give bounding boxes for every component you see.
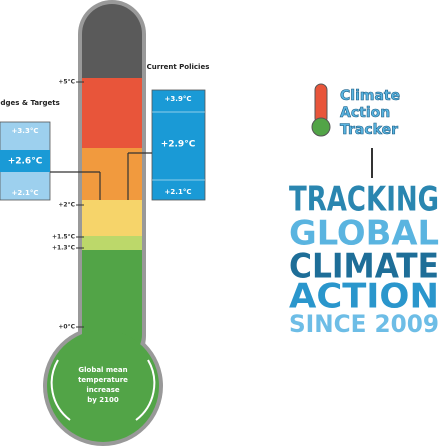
pledges-targets: Pledges & Targets +3.3°C +2.6°C +2.1°C (0, 99, 101, 201)
scale: +5°C +2°C +1.5°C +1.3°C +0°C (52, 79, 84, 331)
bulb-line: by 2100 (87, 396, 119, 404)
cp-median: +2.9°C (161, 140, 196, 150)
bulb-line: increase (86, 386, 120, 394)
cp-low: +2.1°C (165, 188, 192, 196)
tagline-line: TRACKING (289, 180, 439, 220)
pt-high: +3.3°C (12, 127, 39, 135)
tagline-line: ACTION (289, 277, 439, 317)
cp-high: +3.9°C (165, 95, 192, 103)
scale-label: +1.5°C (52, 234, 76, 241)
pt-median: +2.6°C (8, 157, 43, 167)
tagline: TRACKING GLOBAL CLIMATE ACTION SINCE 200… (289, 180, 439, 339)
logo-line: Action (340, 105, 390, 121)
logo-line: Tracker (340, 122, 398, 138)
bulb-line: Global mean (78, 366, 127, 374)
bulb-text: Global mean temperature increase by 2100 (78, 366, 128, 404)
scale-label: +1.3°C (52, 245, 76, 252)
tagline-line: GLOBAL (289, 214, 439, 254)
cp-title: Current Policies (147, 63, 210, 71)
tube (82, 4, 142, 364)
logo-line: Climate (340, 88, 400, 104)
scale-label: +2°C (58, 202, 75, 209)
scale-label: +0°C (58, 324, 75, 331)
current-policies: Current Policies +3.9°C +2.9°C +2.1°C (127, 63, 210, 201)
bulb-line: temperature (78, 376, 128, 384)
scale-label: +5°C (58, 79, 75, 86)
logo: Climate Action Tracker (311, 83, 400, 178)
tagline-line: SINCE 2009 (289, 310, 439, 338)
pt-title: Pledges & Targets (0, 99, 60, 107)
pt-low: +2.1°C (12, 189, 39, 197)
tagline-line: CLIMATE (289, 247, 439, 287)
bulb (47, 330, 159, 442)
